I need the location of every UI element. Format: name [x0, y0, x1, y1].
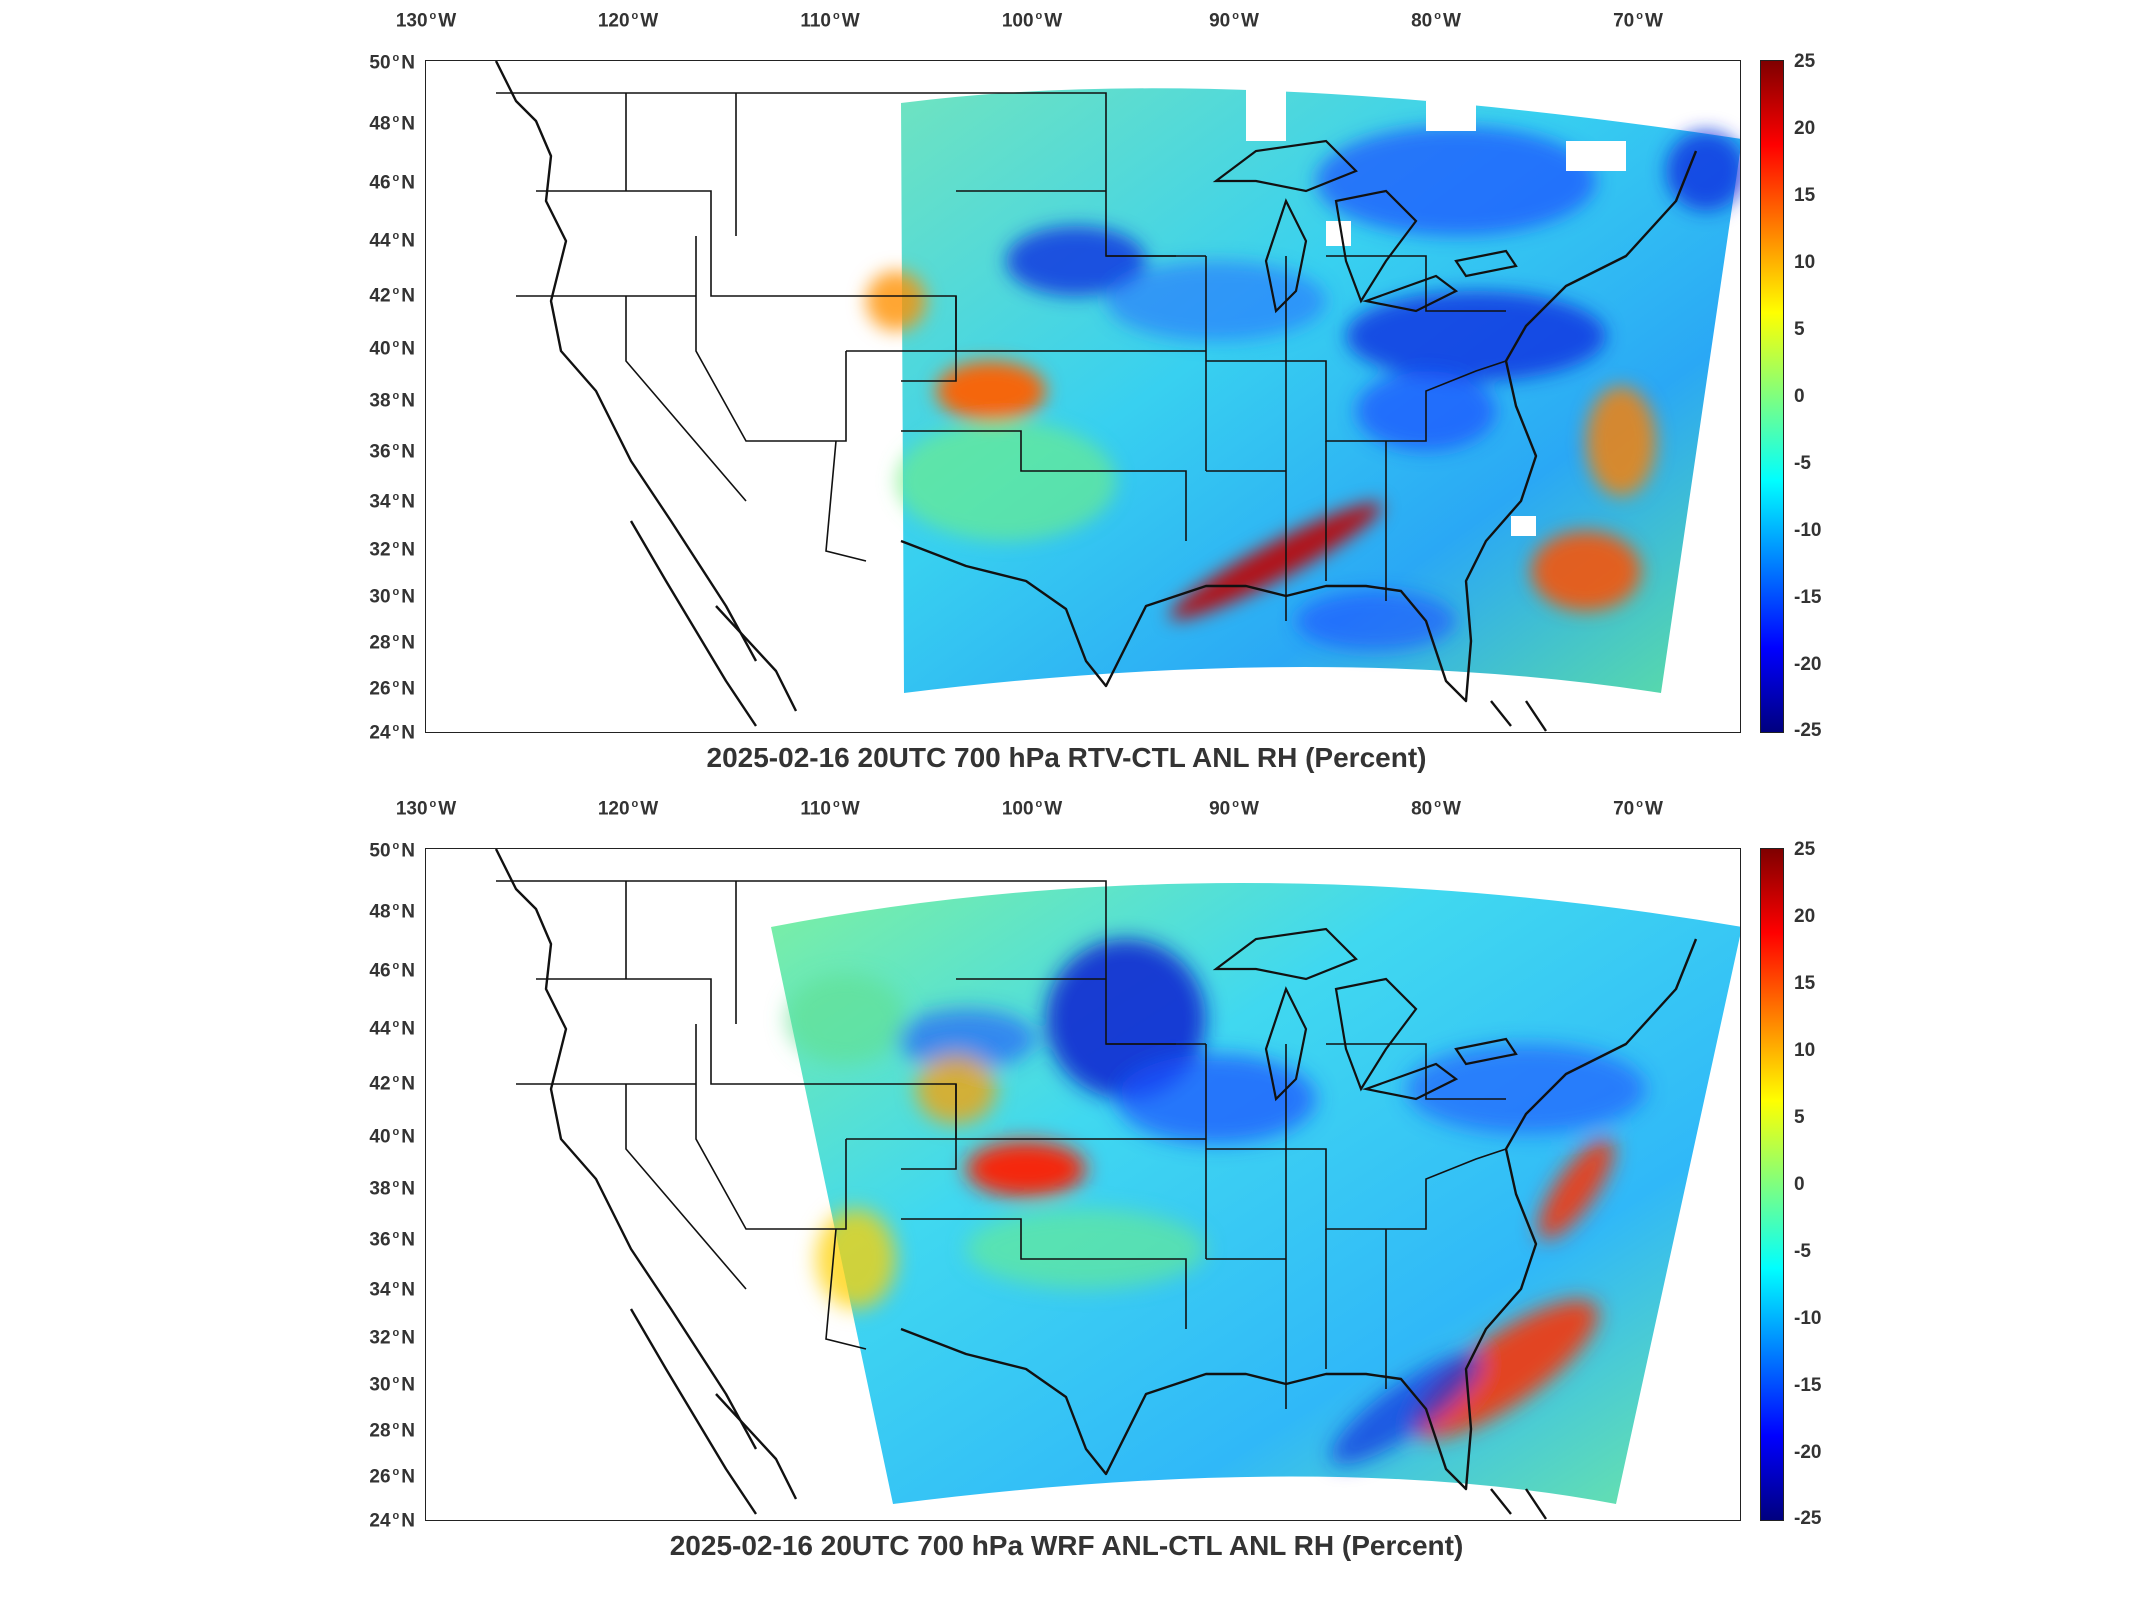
colorbar-tick-label: 25: [1794, 51, 1816, 72]
lat-label-30: 30 o N: [369, 586, 415, 608]
lon-label-110: 110 o W: [800, 10, 860, 32]
lat-label-34: 34 o N: [369, 1279, 415, 1301]
lat-label-28: 28 o N: [369, 632, 415, 654]
colorbar-tick-label: 5: [1794, 1107, 1805, 1128]
lat-label-36: 36 o N: [369, 1229, 415, 1251]
colorbar-tick-label: -25: [1794, 1508, 1822, 1529]
lat-label-26: 26 o N: [369, 678, 415, 700]
colorbar-tick-label: 0: [1794, 386, 1805, 407]
lat-label-24: 24 o N: [369, 722, 415, 744]
lat-label-28: 28 o N: [369, 1420, 415, 1442]
lon-label-120: 120 o W: [597, 798, 659, 820]
lat-label-46: 46 o N: [369, 960, 415, 982]
lon-label-70: 70 o W: [1613, 798, 1663, 820]
map-canvas: [494, 849, 1740, 1520]
colorbar: [1760, 60, 1784, 733]
colorbar-tick-label: 20: [1794, 118, 1816, 139]
lat-label-42: 42 o N: [369, 285, 415, 307]
lon-label-70: 70 o W: [1613, 10, 1663, 32]
colorbar-tick-label: -15: [1794, 587, 1822, 608]
lon-label-90: 90 o W: [1209, 10, 1259, 32]
rh-difference-field: [786, 939, 1646, 1465]
colorbar-tick-label: 0: [1794, 1174, 1805, 1195]
colorbar-tick-label: -20: [1794, 1442, 1822, 1463]
panel-rtv: 130 o W 120 o W 110 o W 100 o W 90 o W 80 o W 70 o W 5…: [0, 0, 2133, 790]
lat-label-40: 40 o N: [369, 338, 415, 360]
lon-label-120: 120 o W: [597, 10, 659, 32]
lat-label-44: 44 o N: [369, 230, 415, 252]
lat-label-26: 26 o N: [369, 1466, 415, 1488]
coastlines: [494, 849, 1698, 1520]
map-canvas: [494, 61, 1740, 732]
missing-data-patches: [1246, 81, 1626, 536]
lon-label-100: 100 o W: [1001, 798, 1063, 820]
colorbar-tick-label: -20: [1794, 654, 1822, 675]
colorbar-tick-label: 25: [1794, 839, 1816, 860]
colorbar: [1760, 848, 1784, 1521]
lat-label-30: 30 o N: [369, 1374, 415, 1396]
lat-label-48: 48 o N: [369, 901, 415, 923]
panel-title: 2025-02-16 20UTC 700 hPa WRF ANL-CTL ANL…: [669, 1530, 1464, 1561]
lat-label-50: 50 o N: [369, 52, 415, 74]
lon-label-80: 80 o W: [1411, 10, 1461, 32]
colorbar-tick-label: 10: [1794, 252, 1816, 273]
colorbar-tick-label: -25: [1794, 720, 1822, 741]
map-area[interactable]: [425, 60, 1741, 733]
lat-label-24: 24 o N: [369, 1510, 415, 1532]
lat-label-44: 44 o N: [369, 1018, 415, 1040]
lon-label-100: 100 o W: [1001, 10, 1063, 32]
colorbar-tick-label: 10: [1794, 1040, 1816, 1061]
colorbar-tick-label: -10: [1794, 1308, 1822, 1329]
lat-label-50: 50 o N: [369, 840, 415, 862]
lat-label-32: 32 o N: [369, 1327, 415, 1349]
rh-difference-field: [866, 126, 1740, 651]
colorbar-tick-label: 5: [1794, 319, 1805, 340]
lat-label-34: 34 o N: [369, 491, 415, 513]
colorbar-tick-label: -10: [1794, 520, 1822, 541]
colorbar-tick-label: 15: [1794, 973, 1816, 994]
lat-label-40: 40 o N: [369, 1126, 415, 1148]
lon-label-130: 130 o W: [395, 798, 457, 820]
lat-label-48: 48 o N: [369, 113, 415, 135]
colorbar-tick-label: -5: [1794, 453, 1811, 474]
map-area[interactable]: [425, 848, 1741, 1521]
colorbar-tick-label: 15: [1794, 185, 1816, 206]
coastlines: [494, 61, 1698, 732]
lat-label-38: 38 o N: [369, 390, 415, 412]
colorbar-tick-label: -15: [1794, 1375, 1822, 1396]
colorbar-tick-label: -5: [1794, 1241, 1811, 1262]
lat-label-42: 42 o N: [369, 1073, 415, 1095]
state-borders: [496, 92, 1507, 621]
lat-label-32: 32 o N: [369, 539, 415, 561]
lon-label-110: 110 o W: [800, 798, 860, 820]
lon-label-130: 130 o W: [395, 10, 457, 32]
lon-label-80: 80 o W: [1411, 798, 1461, 820]
great-lakes: [1212, 927, 1518, 1102]
lat-label-36: 36 o N: [369, 441, 415, 463]
lon-label-90: 90 o W: [1209, 798, 1259, 820]
great-lakes: [1212, 139, 1518, 314]
lat-label-38: 38 o N: [369, 1178, 415, 1200]
panel-wrf: 130 o W 120 o W 110 o W 100 o W 90 o W 80 o W 70 o W 5…: [0, 790, 2133, 1580]
panel-title: 2025-02-16 20UTC 700 hPa RTV-CTL ANL RH …: [706, 742, 1427, 773]
lat-label-46: 46 o N: [369, 172, 415, 194]
colorbar-tick-label: 20: [1794, 906, 1816, 927]
state-borders: [496, 880, 1507, 1409]
